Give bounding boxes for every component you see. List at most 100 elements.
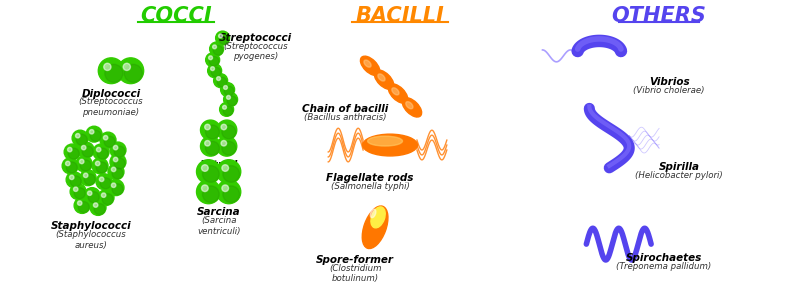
Text: (Staphylococcus
aureus): (Staphylococcus aureus) bbox=[56, 230, 126, 250]
Circle shape bbox=[79, 159, 84, 164]
Text: (Vibrio cholerae): (Vibrio cholerae) bbox=[634, 85, 705, 94]
Circle shape bbox=[96, 174, 112, 190]
Circle shape bbox=[202, 166, 219, 182]
Circle shape bbox=[82, 146, 86, 150]
Text: Spirochaetes: Spirochaetes bbox=[626, 253, 702, 263]
Ellipse shape bbox=[362, 206, 388, 249]
Circle shape bbox=[206, 53, 220, 67]
Circle shape bbox=[222, 125, 236, 139]
Circle shape bbox=[102, 194, 113, 205]
Circle shape bbox=[114, 146, 118, 150]
Circle shape bbox=[86, 126, 102, 142]
Circle shape bbox=[217, 77, 227, 87]
Ellipse shape bbox=[392, 88, 399, 95]
Circle shape bbox=[111, 183, 116, 188]
Text: (Helicobacter pylori): (Helicobacter pylori) bbox=[635, 171, 723, 180]
Circle shape bbox=[99, 177, 104, 182]
Circle shape bbox=[211, 67, 221, 77]
Ellipse shape bbox=[406, 102, 413, 109]
Circle shape bbox=[78, 142, 94, 158]
Text: (Sarcina
ventriculi): (Sarcina ventriculi) bbox=[197, 216, 240, 236]
Text: (Treponema pallidum): (Treponema pallidum) bbox=[617, 262, 712, 271]
Circle shape bbox=[202, 165, 208, 171]
Text: Chain of bacilli: Chain of bacilli bbox=[302, 104, 388, 114]
Circle shape bbox=[110, 142, 126, 158]
Circle shape bbox=[87, 191, 92, 195]
Ellipse shape bbox=[402, 98, 422, 117]
Circle shape bbox=[222, 185, 229, 192]
Circle shape bbox=[111, 167, 116, 172]
Circle shape bbox=[209, 56, 219, 66]
Circle shape bbox=[97, 147, 101, 152]
Circle shape bbox=[217, 120, 237, 140]
Circle shape bbox=[210, 42, 224, 56]
Circle shape bbox=[94, 203, 98, 207]
Circle shape bbox=[206, 125, 219, 139]
Circle shape bbox=[62, 158, 78, 174]
Circle shape bbox=[93, 144, 109, 160]
Circle shape bbox=[82, 146, 94, 157]
Circle shape bbox=[201, 136, 221, 156]
Circle shape bbox=[202, 186, 219, 202]
Circle shape bbox=[70, 176, 82, 187]
Circle shape bbox=[217, 76, 221, 80]
Circle shape bbox=[95, 161, 100, 166]
Circle shape bbox=[223, 106, 233, 116]
Circle shape bbox=[104, 136, 115, 147]
Ellipse shape bbox=[371, 207, 386, 228]
Text: Streptococci: Streptococci bbox=[219, 33, 292, 43]
Circle shape bbox=[223, 85, 227, 89]
Circle shape bbox=[209, 56, 213, 60]
Circle shape bbox=[70, 175, 74, 180]
Text: Spirilla: Spirilla bbox=[658, 162, 699, 172]
Circle shape bbox=[124, 64, 142, 82]
Circle shape bbox=[67, 147, 72, 152]
Circle shape bbox=[219, 34, 229, 44]
Circle shape bbox=[80, 160, 91, 171]
Circle shape bbox=[84, 188, 100, 203]
Circle shape bbox=[103, 136, 108, 140]
Text: Vibrios: Vibrios bbox=[649, 77, 690, 87]
Circle shape bbox=[64, 144, 80, 160]
Circle shape bbox=[102, 193, 106, 197]
Circle shape bbox=[197, 160, 221, 184]
Circle shape bbox=[222, 141, 236, 155]
Circle shape bbox=[216, 31, 230, 45]
Circle shape bbox=[105, 64, 123, 82]
Text: (Streptococcus
pyogenes): (Streptococcus pyogenes) bbox=[223, 42, 288, 62]
Circle shape bbox=[213, 45, 217, 49]
Circle shape bbox=[114, 157, 118, 162]
Circle shape bbox=[84, 174, 95, 185]
Circle shape bbox=[114, 146, 125, 157]
Circle shape bbox=[210, 67, 214, 70]
Ellipse shape bbox=[361, 56, 380, 75]
Text: OTHERS: OTHERS bbox=[612, 6, 706, 26]
Circle shape bbox=[224, 92, 238, 106]
Circle shape bbox=[213, 46, 223, 55]
Circle shape bbox=[76, 156, 92, 172]
Circle shape bbox=[118, 58, 144, 84]
Circle shape bbox=[205, 140, 210, 146]
Circle shape bbox=[66, 162, 78, 173]
Circle shape bbox=[197, 180, 221, 204]
Circle shape bbox=[66, 161, 70, 166]
Circle shape bbox=[90, 130, 102, 141]
Circle shape bbox=[108, 180, 124, 196]
Circle shape bbox=[223, 166, 239, 182]
Text: Sarcina: Sarcina bbox=[197, 208, 241, 218]
Circle shape bbox=[222, 165, 229, 171]
Circle shape bbox=[96, 162, 107, 173]
Circle shape bbox=[104, 63, 111, 70]
Ellipse shape bbox=[378, 74, 385, 81]
Circle shape bbox=[112, 184, 123, 195]
Circle shape bbox=[206, 141, 219, 155]
Circle shape bbox=[76, 134, 87, 145]
Text: (Bacillus anthracis): (Bacillus anthracis) bbox=[304, 113, 386, 122]
Circle shape bbox=[66, 172, 82, 188]
Circle shape bbox=[72, 130, 88, 146]
Circle shape bbox=[208, 64, 222, 78]
Circle shape bbox=[92, 158, 108, 174]
Circle shape bbox=[217, 180, 241, 204]
Circle shape bbox=[223, 186, 239, 202]
Circle shape bbox=[202, 185, 208, 192]
